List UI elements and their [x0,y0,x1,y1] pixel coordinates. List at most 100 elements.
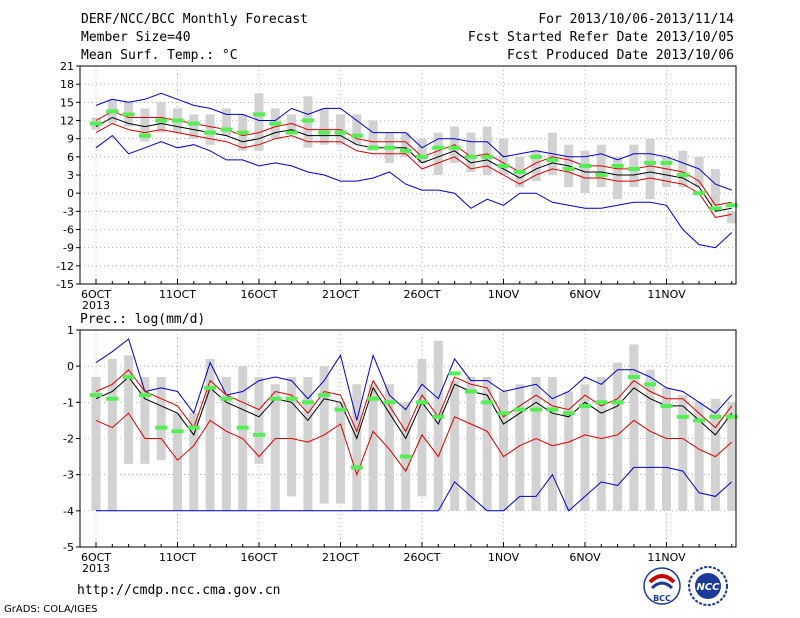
prec-median-mark [269,396,282,401]
prec-box [205,358,215,511]
prec-median-mark [138,393,151,398]
temp-ytick-label: 12 [60,115,74,128]
prec-median-mark [318,393,331,398]
forecast-range: For 2013/10/06-2013/11/14 [538,12,734,27]
temp-box [678,150,688,188]
prec-median-mark [253,432,265,437]
temp-median-mark [530,154,543,159]
grads-credit: GrADS: COLA/IGES [4,604,98,615]
prec-box [515,384,525,511]
prec-median-mark [448,371,461,376]
temp-box [531,150,541,182]
temp-median-mark [155,118,168,123]
temp-median-mark [464,154,477,159]
prec-box [91,377,101,511]
temp-median-mark [367,145,380,150]
prec-median-mark [220,396,233,401]
source-url[interactable]: http://cmdp.ncc.cma.gov.cn [77,583,281,598]
prec-panel-title: Prec.: log(mm/d) [80,312,205,327]
prec-box [678,395,688,511]
temp-median-mark [611,163,624,168]
prec-box [547,377,557,511]
ncc-logo-text: NCC [696,582,720,593]
prec-box [580,384,590,511]
prec-median-mark [399,454,412,459]
temp-box [482,126,492,175]
temp-median-mark [187,121,200,126]
temp-median-mark [660,160,673,165]
temp-median-mark [236,130,249,135]
temp-median-mark [318,130,331,135]
temp-ytick-label: -15 [56,278,74,291]
prec-box [482,377,492,511]
prec-median-mark [513,407,526,412]
forecast-start-date: Fcst Started Refer Date 2013/10/05 [467,30,734,45]
prec-median-mark [236,425,249,430]
prec-box [336,402,345,504]
temp-xtick-label: 16OCT [240,288,277,301]
prec-median-mark [90,393,102,398]
prec-ytick-label: 0 [67,360,74,373]
prec-median-mark [562,411,575,416]
prec-box [140,377,150,464]
bcc-logo-text: BCC [653,594,671,603]
prec-box [450,380,460,511]
temp-box [433,132,443,175]
temp-xtick-label: 26OCT [403,288,440,301]
prec-min-line [96,466,733,512]
prec-median-mark [481,400,494,405]
temp-box [466,132,476,172]
prec-box [727,402,737,511]
prec-median-mark [693,418,706,423]
prec-sd-low-line [95,412,733,477]
temp-ytick-label: -6 [63,224,74,237]
prec-median-mark [660,403,673,408]
prec-median-mark [725,414,738,419]
temp-median-mark [562,166,575,171]
prec-box [499,391,508,511]
forecast-produced-date: Fcst Produced Date 2013/10/06 [507,48,734,63]
prec-median-mark [709,414,722,419]
prec-median-mark [432,414,445,419]
prec-median-mark [301,400,314,405]
prec-box [466,377,476,511]
temp-ytick-label: 6 [67,151,74,164]
prec-box [287,377,297,497]
prec-median-mark [416,400,428,405]
temp-median-mark [497,163,510,168]
temp-median-mark [285,130,298,135]
prec-box [124,355,134,464]
prec-median-mark [530,407,543,412]
prec-box [173,413,182,511]
prec-median-mark [122,375,135,380]
temp-median-mark [432,145,445,150]
prec-ytick-label: -5 [63,541,74,554]
temp-max-line [95,92,732,191]
temp-median-mark [90,121,102,126]
prec-box [270,384,280,511]
prec-box [645,369,655,511]
temp-median-mark [399,148,412,153]
prec-xtick-label: 11OCT [159,551,196,564]
temp-xtick-label: 11NOV [647,288,686,301]
prec-box [564,391,574,511]
temp-median-mark [448,145,461,150]
temp-box [417,138,427,163]
prec-ytick-label: -1 [63,396,74,409]
temp-box [401,132,411,157]
prec-median-mark [383,400,396,405]
temp-xtick-label: 1NOV [488,288,520,301]
ncc-logo-icon: NCC [688,566,728,606]
prec-box [596,377,606,511]
prec-box [156,377,166,461]
temp-box [629,144,639,188]
bcc-logo-icon: BCC [643,567,681,605]
temp-median-mark [350,133,363,138]
temp-median-mark [676,173,689,177]
chart-title: DERF/NCC/BCC Monthly Forecast [81,12,308,27]
temp-ytick-label: -9 [63,242,74,255]
temp-median-mark [122,112,135,117]
temp-median-mark [709,206,722,211]
prec-median-mark [334,407,347,412]
prec-box [254,377,264,464]
